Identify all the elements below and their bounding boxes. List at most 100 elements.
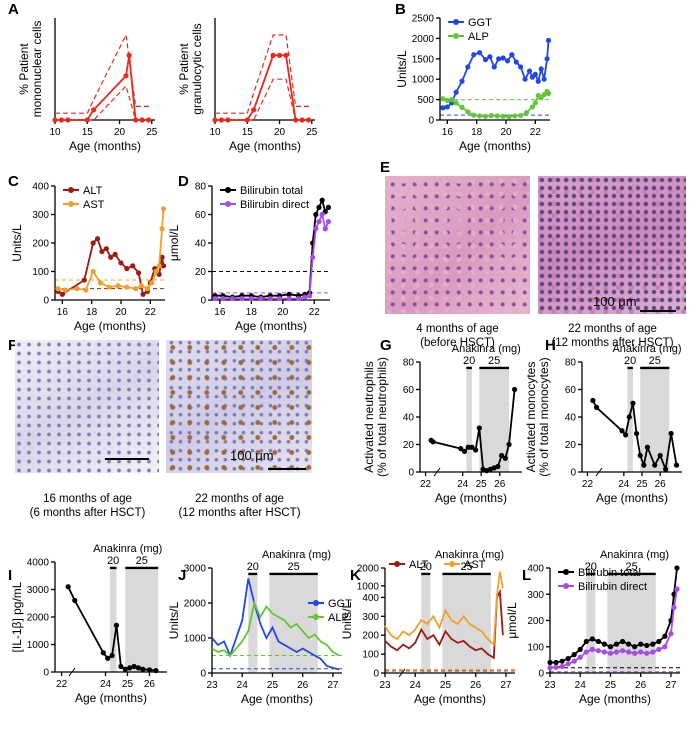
data-point-B-1-2 — [449, 97, 455, 103]
data-point-B-1-15 — [523, 110, 530, 116]
data-point-L-1-2 — [559, 663, 565, 670]
x-tick-label-B-2: 20 — [500, 127, 512, 138]
data-point-I-0-6 — [118, 663, 124, 670]
band-label-G-1: 25 — [488, 355, 500, 367]
x-tick-label-L-4: 27 — [665, 680, 677, 691]
data-point-C-1-1 — [62, 287, 68, 293]
y-tick-label-H-0: 0 — [570, 468, 576, 479]
y-tick-label-B-0: 0 — [428, 116, 434, 127]
panel-label-I: I — [8, 567, 12, 584]
series-line-A1-0 — [55, 55, 149, 121]
x-axis-label-K: Age (months) — [414, 692, 486, 706]
caption-E-left-line2: (before HSCT) — [420, 337, 495, 349]
data-point-L-1-21 — [671, 604, 677, 610]
y-tick-label-G-4: 80 — [403, 358, 415, 369]
data-point-C-1-14 — [156, 263, 162, 269]
data-point-L-0-4 — [571, 652, 577, 658]
y-tick-label-H-3: 60 — [565, 385, 577, 396]
caption-E-right: 22 months of age (12 months after HSCT) — [535, 322, 690, 350]
data-point-G-0-16 — [511, 386, 518, 393]
x-axis-label-I: Age (months) — [75, 691, 147, 705]
series-line-A1-2 — [55, 84, 152, 121]
data-point-L-1-10 — [607, 650, 614, 656]
panel-label-D: D — [178, 173, 189, 190]
data-point-C-0-8 — [112, 251, 118, 257]
data-point-H-0-13 — [668, 430, 674, 437]
x-tick-label-I-3: 26 — [144, 679, 156, 690]
data-point-I-0-2 — [100, 650, 106, 656]
x-tick-label-L-3: 26 — [635, 680, 647, 691]
x-tick-label-A2-1: 15 — [242, 127, 254, 138]
y-tick-label-B-5: 2500 — [412, 14, 435, 25]
y-tick-label-L-2: 200 — [527, 616, 544, 627]
y-axis-label-H-1: (% of total monocytes) — [537, 357, 551, 476]
scale-bar-E — [640, 310, 676, 312]
x-axis-label-J: Age (months) — [241, 692, 313, 706]
data-point-D-1-5 — [258, 295, 264, 302]
data-point-H-0-0 — [590, 397, 596, 404]
y-tick-label-C-2: 200 — [32, 239, 49, 250]
data-point-C-1-2 — [74, 286, 80, 292]
panel-label-C: C — [8, 173, 19, 190]
legend-marker-B-0 — [453, 19, 459, 25]
data-point-D-1-6 — [267, 295, 273, 302]
data-point-G-0-2 — [458, 446, 464, 452]
data-point-G-0-13 — [499, 452, 505, 459]
y-axis-label-C-0: Units/L — [10, 224, 24, 262]
data-point-L-0-7 — [589, 636, 595, 642]
caption-F-left-line2: (6 months after HSCT) — [29, 507, 146, 519]
x-tick-label-L-1: 24 — [575, 680, 587, 691]
data-point-C-0-9 — [118, 260, 124, 266]
x-tick-label-J-2: 25 — [267, 680, 279, 691]
x-axis-label-L: Age (months) — [579, 692, 651, 706]
y-tick-label-J-2: 2000 — [184, 599, 207, 610]
data-point-I-0-4 — [109, 652, 115, 659]
x-tick-label-B-0: 16 — [442, 127, 454, 138]
data-point-A1-0-9 — [145, 117, 152, 123]
chart-title-H: Anakinra (mg) — [612, 343, 681, 355]
band-J-1 — [269, 576, 318, 673]
data-point-L-1-13 — [626, 649, 632, 655]
x-tick-label-C-2: 20 — [115, 307, 127, 318]
y-tick-label-L-0: 0 — [538, 669, 544, 680]
x-tick-label-B-3: 22 — [530, 127, 542, 138]
y-tick-label-D-2: 40 — [195, 239, 207, 250]
data-point-L-1-20 — [668, 631, 674, 637]
band-label-J-1: 25 — [288, 561, 300, 573]
data-point-D-1-2 — [229, 295, 236, 302]
data-point-C-1-13 — [153, 268, 159, 275]
histology-F-6mo-after-hsct — [15, 340, 159, 473]
y-tick-label-I-1: 1000 — [27, 640, 50, 651]
data-point-B-0-25 — [545, 37, 552, 44]
data-point-D-0-8 — [286, 291, 292, 297]
panel-label-J: J — [178, 567, 186, 584]
band-label-K-0: 20 — [420, 561, 432, 573]
data-point-D-0-13 — [313, 211, 319, 218]
legend-label-D-1: Bilirubin direct — [240, 199, 309, 211]
data-point-I-0-0 — [65, 584, 71, 590]
data-point-B-0-8 — [482, 57, 489, 63]
data-point-L-0-5 — [577, 646, 583, 652]
band-G-0 — [466, 370, 472, 472]
data-point-B-0-9 — [487, 54, 493, 60]
data-point-B-0-23 — [541, 76, 547, 82]
band-label-I-0: 20 — [107, 555, 119, 567]
y-tick-label-H-2: 40 — [565, 413, 577, 424]
data-point-H-0-14 — [673, 462, 680, 468]
y-tick-label-G-3: 60 — [403, 385, 415, 396]
legend-label-L-1: Bilirubin direct — [578, 581, 647, 593]
panel-label-H: H — [545, 337, 556, 354]
series-line-J-1 — [211, 600, 340, 657]
legend-label-C-0: ALT — [83, 185, 103, 197]
caption-F-left-line1: 16 months of age — [43, 493, 132, 505]
scale-bar-label-E: 100 μm — [593, 294, 637, 309]
x-tick-label-J-0: 23 — [206, 680, 218, 691]
data-point-C-0-11 — [130, 263, 136, 269]
data-point-L-0-22 — [674, 565, 680, 571]
data-point-C-1-0 — [55, 286, 61, 292]
data-point-L-0-14 — [632, 644, 638, 650]
data-point-H-0-3 — [623, 432, 629, 438]
